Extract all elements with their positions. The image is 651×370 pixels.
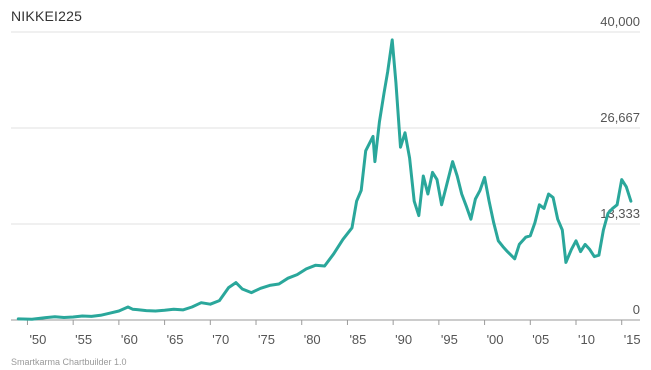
x-tick-label: '00	[487, 332, 504, 347]
chart-title: NIKKEI225	[11, 8, 83, 24]
x-tick-label: '65	[167, 332, 184, 347]
grid-lines	[11, 31, 640, 321]
x-tick-label: '85	[349, 332, 366, 347]
series-line-0	[16, 38, 633, 321]
x-tick-label: '10	[578, 332, 595, 347]
x-tick-label: '60	[121, 332, 138, 347]
x-tick-label: '15	[624, 332, 641, 347]
x-tick-label: '90	[395, 332, 412, 347]
x-tick-label: '95	[441, 332, 458, 347]
chart-footer-credit: Smartkarma Chartbuilder 1.0	[11, 357, 127, 367]
x-tick-label: '05	[532, 332, 549, 347]
x-tick-label: '80	[304, 332, 321, 347]
x-axis: '50 '55 '60 '65 '70 '75 '80 '85 '90 '95 '00 '05 '10 '…	[26, 320, 641, 347]
series-layer	[16, 38, 633, 321]
x-tick-label: '75	[258, 332, 275, 347]
y-tick-label: 40,000	[600, 14, 640, 29]
y-tick-label: 0	[633, 302, 640, 317]
x-tick-label: '70	[212, 332, 229, 347]
x-tick-label: '50	[29, 332, 46, 347]
x-tick-label: '55	[75, 332, 92, 347]
y-tick-label: 26,667	[600, 110, 640, 125]
